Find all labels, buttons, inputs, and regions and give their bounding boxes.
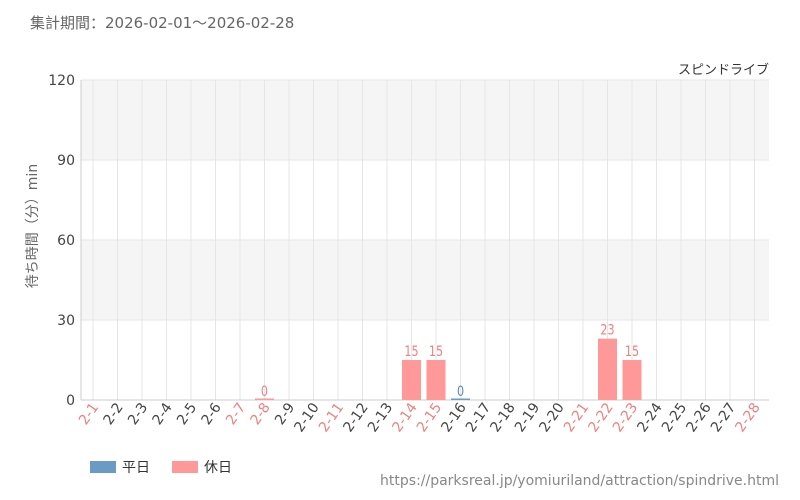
plot-band bbox=[81, 240, 769, 320]
x-tick-label: 2-6 bbox=[199, 400, 225, 428]
x-tick-label: 2-26 bbox=[683, 400, 714, 435]
x-tick-label: 2-12 bbox=[340, 400, 371, 435]
x-tick-label: 2-24 bbox=[634, 400, 665, 435]
x-tick-label: 2-19 bbox=[512, 400, 543, 435]
y-tick-label: 0 bbox=[66, 393, 75, 409]
x-tick-label: 2-5 bbox=[174, 400, 200, 428]
x-tick-label: 2-2 bbox=[101, 400, 127, 428]
x-tick-label: 2-13 bbox=[365, 400, 396, 435]
legend-label-weekday: 平日 bbox=[122, 460, 150, 476]
plot-bands bbox=[81, 80, 769, 400]
legend-swatch-holiday bbox=[172, 461, 198, 473]
bars bbox=[255, 338, 642, 400]
x-tick-label: 2-21 bbox=[561, 400, 592, 435]
bar bbox=[451, 398, 470, 400]
legend-item-holiday: 休日 bbox=[172, 457, 232, 477]
data-label: 15 bbox=[625, 343, 639, 360]
legend-item-weekday: 平日 bbox=[90, 457, 150, 477]
x-tick-label: 2-11 bbox=[316, 400, 347, 435]
data-label: 23 bbox=[600, 321, 614, 338]
legend-label-holiday: 休日 bbox=[204, 460, 232, 476]
source-url: https://parksreal.jp/yomiuriland/attract… bbox=[380, 473, 779, 489]
x-tick-label: 2-8 bbox=[248, 400, 274, 428]
x-tick-label: 2-1 bbox=[76, 400, 102, 428]
data-labels: 0 15 15 0 23 15 bbox=[261, 321, 639, 399]
legend-swatch-weekday bbox=[90, 461, 116, 473]
bar bbox=[402, 360, 421, 400]
bar bbox=[622, 360, 642, 400]
x-tick-label: 2-10 bbox=[291, 400, 322, 435]
x-tick-label: 2-18 bbox=[487, 400, 518, 435]
data-label: 15 bbox=[404, 343, 418, 360]
data-label: 15 bbox=[429, 343, 443, 360]
x-axis-ticks: 2-12-22-32-42-52-62-72-82-92-102-112-122… bbox=[76, 400, 764, 435]
x-tick-label: 2-4 bbox=[150, 400, 176, 428]
plot-band bbox=[81, 160, 769, 240]
legend: 平日 休日 bbox=[90, 457, 254, 477]
y-tick-label: 60 bbox=[57, 233, 75, 249]
data-label: 0 bbox=[261, 383, 268, 400]
x-tick-label: 2-27 bbox=[708, 400, 739, 435]
plot-band bbox=[81, 80, 769, 160]
grid-lines bbox=[80, 79, 769, 401]
period-label: 集計期間：2026-02-01～2026-02-28 bbox=[30, 14, 295, 32]
x-tick-label: 2-16 bbox=[438, 400, 469, 435]
x-tick-label: 2-17 bbox=[463, 400, 494, 435]
x-tick-label: 2-7 bbox=[223, 400, 249, 428]
y-tick-label: 30 bbox=[57, 313, 75, 329]
bar bbox=[598, 338, 617, 400]
plot-band bbox=[81, 320, 769, 400]
x-tick-label: 2-22 bbox=[585, 400, 616, 435]
x-tick-label: 2-20 bbox=[536, 400, 567, 435]
chart-title: スピンドライブ bbox=[678, 62, 769, 78]
x-tick-label: 2-23 bbox=[610, 400, 641, 435]
bar bbox=[426, 360, 446, 400]
x-tick-label: 2-15 bbox=[414, 400, 445, 435]
x-tick-label: 2-14 bbox=[389, 400, 420, 435]
y-axis-ticks: 0 30 60 90 120 bbox=[48, 73, 75, 409]
x-tick-label: 2-28 bbox=[732, 400, 763, 435]
bar bbox=[255, 398, 274, 400]
y-axis-label: 待ち時間（分）min bbox=[25, 164, 41, 288]
y-tick-label: 90 bbox=[57, 153, 75, 169]
data-label: 0 bbox=[457, 383, 464, 400]
y-tick-label: 120 bbox=[48, 73, 75, 89]
x-tick-label: 2-3 bbox=[125, 400, 151, 428]
x-tick-label: 2-25 bbox=[659, 400, 690, 435]
